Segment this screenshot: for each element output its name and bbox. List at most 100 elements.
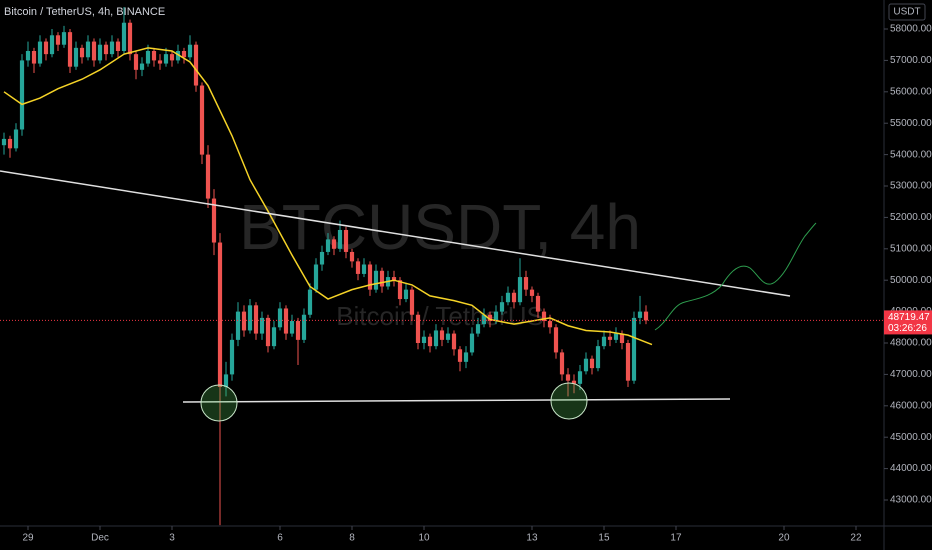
y-tick-label: 51000.00 [890, 243, 932, 254]
candle-body [283, 308, 289, 334]
y-tick-label: 46000.00 [890, 400, 932, 411]
candle-body [187, 44, 193, 58]
candle-body [535, 295, 541, 312]
candle-body [379, 270, 385, 287]
y-tick-label: 52000.00 [890, 212, 932, 223]
candle-body [553, 327, 559, 353]
candle-body [247, 305, 253, 331]
candle-body [355, 261, 361, 274]
candle-body [349, 251, 355, 262]
x-tick-label: 8 [349, 533, 355, 544]
y-tick-label: 48000.00 [890, 338, 932, 349]
candle-body [607, 336, 613, 340]
candle-body [415, 314, 421, 344]
candle-body [343, 229, 349, 252]
candle-body [301, 314, 307, 340]
candle-body [169, 54, 175, 61]
candle-body [115, 41, 121, 51]
candle-body [295, 321, 301, 340]
candle-body [253, 305, 259, 334]
candle-body [223, 374, 229, 387]
y-tick-label: 57000.00 [890, 55, 932, 66]
x-tick-label: 22 [850, 533, 862, 544]
candle-body [619, 333, 625, 344]
candle-body [67, 32, 73, 67]
candle-body [637, 311, 643, 318]
symbol-header: Bitcoin / TetherUS, 4h, BINANCE [4, 6, 165, 18]
candle-body [133, 54, 139, 70]
highlight-circle [550, 382, 588, 420]
y-tick-label: 44000.00 [890, 463, 932, 474]
candle-body [577, 371, 583, 384]
currency-box[interactable] [888, 3, 926, 21]
candle-body [55, 35, 61, 45]
candle-body [313, 264, 319, 290]
candle-body [511, 292, 517, 303]
y-tick-label: 54000.00 [890, 149, 932, 160]
candle-body [565, 374, 571, 381]
candle-body [433, 330, 439, 347]
y-tick-label: 53000.00 [890, 181, 932, 192]
candle-body [529, 289, 535, 296]
x-tick-label: 13 [526, 533, 538, 544]
candle-body [541, 311, 547, 322]
candle-body [181, 50, 187, 58]
candle-body [1, 138, 7, 146]
watermark-subtitle: Bitcoin / TetherUS [336, 301, 544, 331]
candle-body [139, 63, 145, 70]
candle-body [493, 311, 499, 322]
x-tick-label: 6 [277, 533, 283, 544]
currency-label[interactable]: USDT [893, 7, 920, 18]
candle-body [7, 138, 13, 149]
candle-body [157, 60, 163, 64]
candle-body [61, 32, 67, 45]
candle-body [211, 198, 217, 243]
candle-body [613, 333, 619, 340]
x-tick-label: 17 [670, 533, 682, 544]
candle-body [241, 311, 247, 331]
candle-body [445, 333, 451, 340]
candle-body [103, 44, 109, 55]
candle-body [73, 47, 79, 67]
candle-body [31, 50, 37, 64]
candle-body [373, 270, 379, 290]
support-line [182, 398, 731, 403]
candle-body [199, 85, 205, 155]
candle-body [289, 321, 295, 334]
candle-body [79, 47, 85, 58]
candle-body [559, 352, 565, 375]
candle-body [451, 333, 457, 350]
candle-body [85, 41, 91, 58]
candle-body [307, 289, 313, 315]
candle-body [499, 302, 505, 312]
candle-body [229, 339, 235, 375]
candle-body [277, 308, 283, 328]
candle-body [91, 41, 97, 61]
candle-body [217, 242, 223, 387]
candle-body [517, 277, 523, 303]
x-tick-label: 3 [169, 533, 175, 544]
candle-body [397, 280, 403, 300]
candle-body [421, 336, 427, 344]
candle-body [601, 336, 607, 347]
candle-body [367, 264, 373, 290]
candle-body [523, 277, 529, 290]
candle-body [271, 327, 277, 347]
candle-body [151, 50, 157, 61]
candle-body [589, 358, 595, 369]
candle-body [235, 311, 241, 340]
candle-body [43, 41, 49, 55]
candle-body [403, 289, 409, 300]
candle-body [265, 317, 271, 347]
trendline [0, 170, 791, 297]
candle-body [571, 380, 577, 384]
plot-area [0, 7, 884, 526]
candle-body [361, 264, 367, 274]
last-price-label: 48719.47 [888, 312, 930, 323]
candle-body [391, 277, 397, 281]
candle-body [643, 311, 649, 321]
candle-body [625, 343, 631, 381]
candle-body [49, 35, 55, 55]
